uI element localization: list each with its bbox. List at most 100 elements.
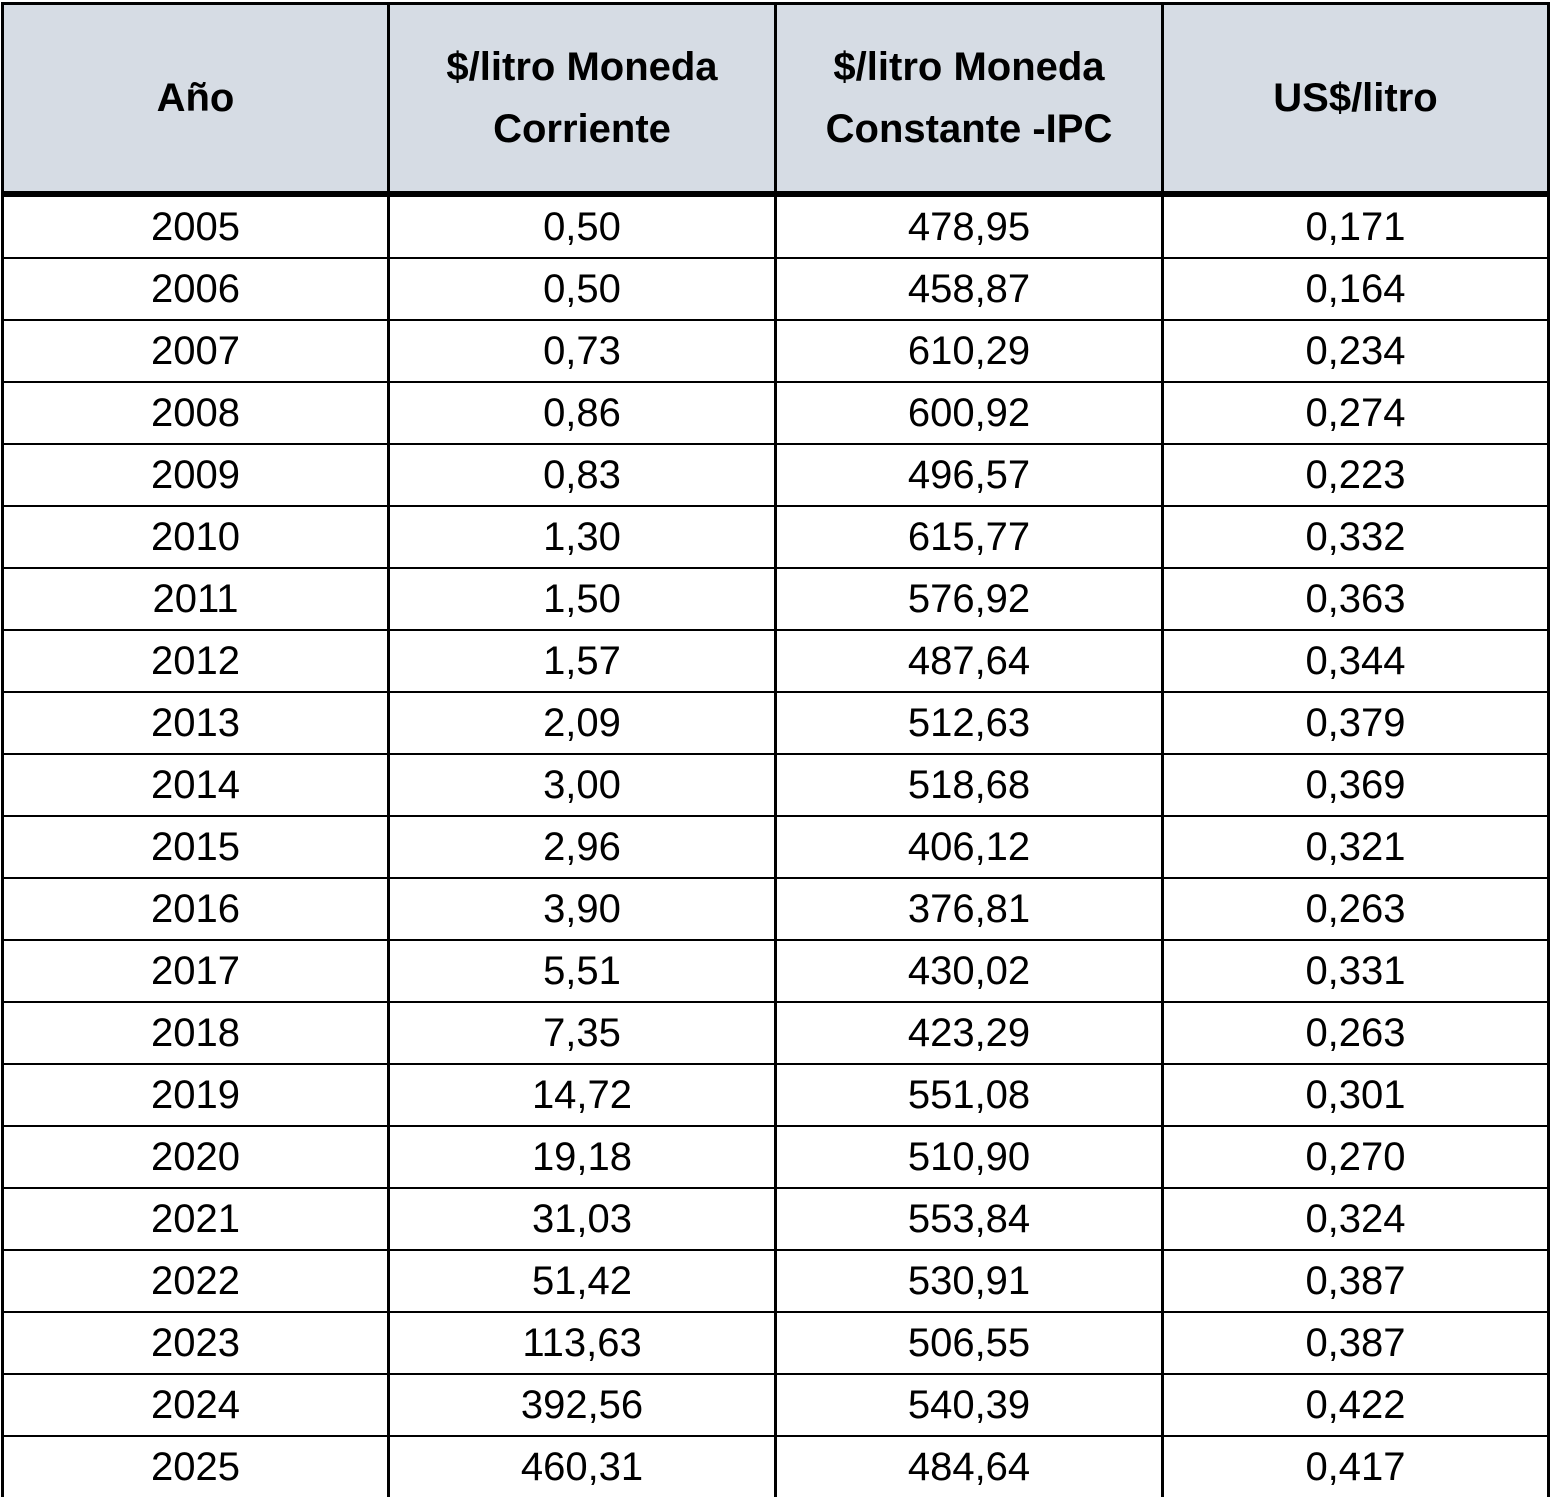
cell-constant-currency: 478,95 [774,193,1164,259]
cell-year: 2010 [1,505,390,569]
cell-year: 2007 [1,319,390,383]
cell-year: 2017 [1,939,390,1003]
cell-constant-currency: 458,87 [774,257,1164,321]
cell-constant-currency: 484,64 [774,1435,1164,1497]
table-row: 2010 1,30 615,77 0,332 [1,505,1550,569]
cell-year: 2006 [1,257,390,321]
header-current-currency-line2: Corriente [493,107,671,151]
table-row: 2016 3,90 376,81 0,263 [1,877,1550,941]
cell-usd-per-liter: 0,387 [1161,1311,1550,1375]
cell-current-currency: 31,03 [387,1187,777,1251]
cell-year: 2020 [1,1125,390,1189]
table-row: 2005 0,50 478,95 0,171 [1,193,1550,259]
cell-current-currency: 7,35 [387,1001,777,1065]
cell-usd-per-liter: 0,274 [1161,381,1550,445]
table-row: 2013 2,09 512,63 0,379 [1,691,1550,755]
cell-constant-currency: 487,64 [774,629,1164,693]
header-constant-currency-line1: $/litro Moneda [833,45,1105,89]
table-header: Año $/litro Moneda Corriente $/litro Mon… [1,2,1550,197]
cell-usd-per-liter: 0,344 [1161,629,1550,693]
cell-current-currency: 19,18 [387,1125,777,1189]
cell-usd-per-liter: 0,223 [1161,443,1550,507]
cell-usd-per-liter: 0,301 [1161,1063,1550,1127]
cell-current-currency: 0,86 [387,381,777,445]
cell-current-currency: 2,09 [387,691,777,755]
cell-year: 2012 [1,629,390,693]
cell-current-currency: 0,50 [387,193,777,259]
cell-current-currency: 113,63 [387,1311,777,1375]
cell-current-currency: 0,73 [387,319,777,383]
cell-constant-currency: 530,91 [774,1249,1164,1313]
cell-current-currency: 1,57 [387,629,777,693]
cell-year: 2013 [1,691,390,755]
cell-usd-per-liter: 0,234 [1161,319,1550,383]
table-row: 2011 1,50 576,92 0,363 [1,567,1550,631]
cell-constant-currency: 406,12 [774,815,1164,879]
cell-usd-per-liter: 0,387 [1161,1249,1550,1313]
cell-year: 2018 [1,1001,390,1065]
cell-current-currency: 0,83 [387,443,777,507]
cell-current-currency: 5,51 [387,939,777,1003]
cell-year: 2008 [1,381,390,445]
cell-usd-per-liter: 0,331 [1161,939,1550,1003]
cell-constant-currency: 512,63 [774,691,1164,755]
table-row: 2012 1,57 487,64 0,344 [1,629,1550,693]
table-row: 2022 51,42 530,91 0,387 [1,1249,1550,1313]
table-row: 2019 14,72 551,08 0,301 [1,1063,1550,1127]
cell-usd-per-liter: 0,270 [1161,1125,1550,1189]
cell-usd-per-liter: 0,422 [1161,1373,1550,1437]
cell-year: 2014 [1,753,390,817]
cell-current-currency: 392,56 [387,1373,777,1437]
cell-constant-currency: 576,92 [774,567,1164,631]
header-constant-currency-line2: Constante -IPC [825,107,1113,151]
cell-current-currency: 1,30 [387,505,777,569]
table-row: 2014 3,00 518,68 0,369 [1,753,1550,817]
cell-year: 2021 [1,1187,390,1251]
cell-constant-currency: 551,08 [774,1063,1164,1127]
cell-year: 2011 [1,567,390,631]
cell-usd-per-liter: 0,324 [1161,1187,1550,1251]
cell-usd-per-liter: 0,321 [1161,815,1550,879]
cell-constant-currency: 496,57 [774,443,1164,507]
cell-year: 2022 [1,1249,390,1313]
cell-usd-per-liter: 0,369 [1161,753,1550,817]
cell-usd-per-liter: 0,164 [1161,257,1550,321]
cell-constant-currency: 376,81 [774,877,1164,941]
table-row: 2021 31,03 553,84 0,324 [1,1187,1550,1251]
cell-constant-currency: 430,02 [774,939,1164,1003]
table-row: 2018 7,35 423,29 0,263 [1,1001,1550,1065]
cell-year: 2025 [1,1435,390,1497]
table-body: 2005 0,50 478,95 0,171 2006 0,50 458,87 0,164 20… [1,193,1550,1497]
cell-constant-currency: 506,55 [774,1311,1164,1375]
table-row: 2009 0,83 496,57 0,223 [1,443,1550,507]
cell-usd-per-liter: 0,171 [1161,193,1550,259]
header-current-currency-line1: $/litro Moneda [446,45,718,89]
cell-current-currency: 3,00 [387,753,777,817]
cell-current-currency: 460,31 [387,1435,777,1497]
table-row: 2024 392,56 540,39 0,422 [1,1373,1550,1437]
cell-current-currency: 1,50 [387,567,777,631]
header-usd-per-liter-label: US$/litro [1273,76,1438,120]
cell-year: 2015 [1,815,390,879]
cell-usd-per-liter: 0,379 [1161,691,1550,755]
cell-current-currency: 0,50 [387,257,777,321]
cell-year: 2019 [1,1063,390,1127]
table-row: 2015 2,96 406,12 0,321 [1,815,1550,879]
cell-constant-currency: 615,77 [774,505,1164,569]
cell-usd-per-liter: 0,263 [1161,877,1550,941]
header-usd-per-liter: US$/litro [1161,2,1550,197]
cell-current-currency: 14,72 [387,1063,777,1127]
cell-constant-currency: 423,29 [774,1001,1164,1065]
cell-year: 2023 [1,1311,390,1375]
table-row: 2020 19,18 510,90 0,270 [1,1125,1550,1189]
table-row: 2006 0,50 458,87 0,164 [1,257,1550,321]
cell-current-currency: 3,90 [387,877,777,941]
table-row: 2023 113,63 506,55 0,387 [1,1311,1550,1375]
cell-constant-currency: 553,84 [774,1187,1164,1251]
header-year: Año [1,2,390,197]
cell-constant-currency: 540,39 [774,1373,1164,1437]
cell-year: 2009 [1,443,390,507]
cell-current-currency: 51,42 [387,1249,777,1313]
